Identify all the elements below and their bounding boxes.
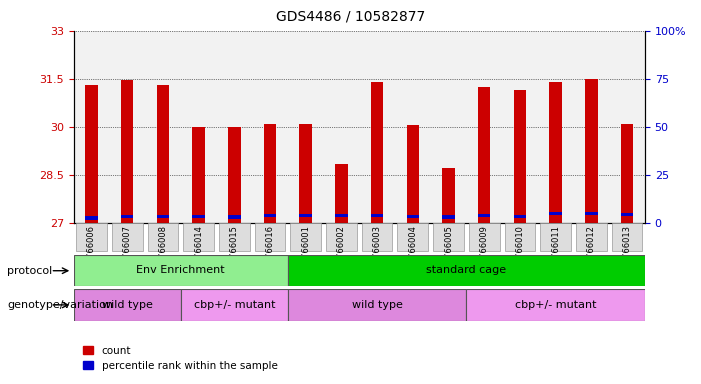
FancyBboxPatch shape: [74, 255, 288, 286]
FancyBboxPatch shape: [288, 289, 466, 321]
FancyBboxPatch shape: [254, 223, 285, 251]
Bar: [86, 216, 97, 220]
Text: GSM766004: GSM766004: [408, 225, 417, 276]
Bar: [621, 213, 633, 216]
Bar: [121, 215, 133, 218]
Bar: [156, 85, 169, 223]
Bar: [585, 79, 598, 223]
Text: standard cage: standard cage: [426, 265, 506, 275]
FancyBboxPatch shape: [433, 223, 464, 251]
Bar: [228, 215, 240, 218]
FancyBboxPatch shape: [219, 223, 250, 251]
Bar: [550, 82, 562, 223]
Bar: [299, 124, 312, 223]
Text: GSM766009: GSM766009: [479, 225, 489, 276]
Bar: [621, 124, 633, 223]
Text: GSM766016: GSM766016: [266, 225, 275, 276]
Text: GSM766010: GSM766010: [515, 225, 524, 276]
Bar: [371, 214, 383, 217]
Bar: [407, 125, 419, 223]
Bar: [192, 215, 205, 218]
FancyBboxPatch shape: [112, 223, 142, 251]
Bar: [478, 87, 491, 223]
FancyBboxPatch shape: [397, 223, 428, 251]
FancyBboxPatch shape: [469, 223, 500, 251]
Bar: [407, 215, 419, 218]
Bar: [478, 214, 491, 217]
FancyBboxPatch shape: [288, 255, 645, 286]
Text: GSM766013: GSM766013: [622, 225, 632, 276]
FancyBboxPatch shape: [74, 289, 181, 321]
Text: Env Enrichment: Env Enrichment: [137, 265, 225, 275]
Text: GSM766001: GSM766001: [301, 225, 311, 276]
FancyBboxPatch shape: [290, 223, 321, 251]
Text: GSM766005: GSM766005: [444, 225, 453, 276]
Bar: [192, 127, 205, 223]
Bar: [264, 124, 276, 223]
FancyBboxPatch shape: [466, 289, 645, 321]
FancyBboxPatch shape: [76, 223, 107, 251]
Bar: [514, 90, 526, 223]
Text: cbp+/- mutant: cbp+/- mutant: [515, 300, 597, 310]
Bar: [550, 212, 562, 215]
Bar: [121, 80, 133, 223]
Bar: [156, 215, 169, 218]
FancyBboxPatch shape: [181, 289, 288, 321]
Text: GDS4486 / 10582877: GDS4486 / 10582877: [276, 10, 425, 23]
Bar: [585, 212, 598, 215]
Text: GSM766011: GSM766011: [551, 225, 560, 276]
Text: GSM766014: GSM766014: [194, 225, 203, 276]
FancyBboxPatch shape: [147, 223, 178, 251]
FancyBboxPatch shape: [505, 223, 536, 251]
FancyBboxPatch shape: [540, 223, 571, 251]
FancyBboxPatch shape: [576, 223, 606, 251]
Text: wild type: wild type: [102, 300, 153, 310]
Text: GSM766015: GSM766015: [230, 225, 239, 276]
Text: wild type: wild type: [352, 300, 402, 310]
Bar: [86, 85, 97, 223]
FancyBboxPatch shape: [183, 223, 214, 251]
Bar: [442, 168, 455, 223]
Text: cbp+/- mutant: cbp+/- mutant: [193, 300, 275, 310]
Text: GSM766008: GSM766008: [158, 225, 168, 276]
Bar: [264, 214, 276, 217]
Bar: [299, 214, 312, 217]
Text: GSM766006: GSM766006: [87, 225, 96, 276]
FancyBboxPatch shape: [362, 223, 393, 251]
Bar: [335, 214, 348, 217]
Bar: [442, 215, 455, 218]
Bar: [514, 215, 526, 218]
Text: genotype/variation: genotype/variation: [7, 300, 113, 310]
Text: GSM766007: GSM766007: [123, 225, 132, 276]
Bar: [371, 82, 383, 223]
Text: GSM766002: GSM766002: [337, 225, 346, 276]
FancyBboxPatch shape: [326, 223, 357, 251]
Bar: [228, 127, 240, 223]
Text: GSM766003: GSM766003: [373, 225, 381, 276]
Text: protocol: protocol: [7, 266, 53, 276]
Bar: [335, 164, 348, 223]
Legend: count, percentile rank within the sample: count, percentile rank within the sample: [79, 341, 282, 375]
FancyBboxPatch shape: [612, 223, 642, 251]
Text: GSM766012: GSM766012: [587, 225, 596, 276]
